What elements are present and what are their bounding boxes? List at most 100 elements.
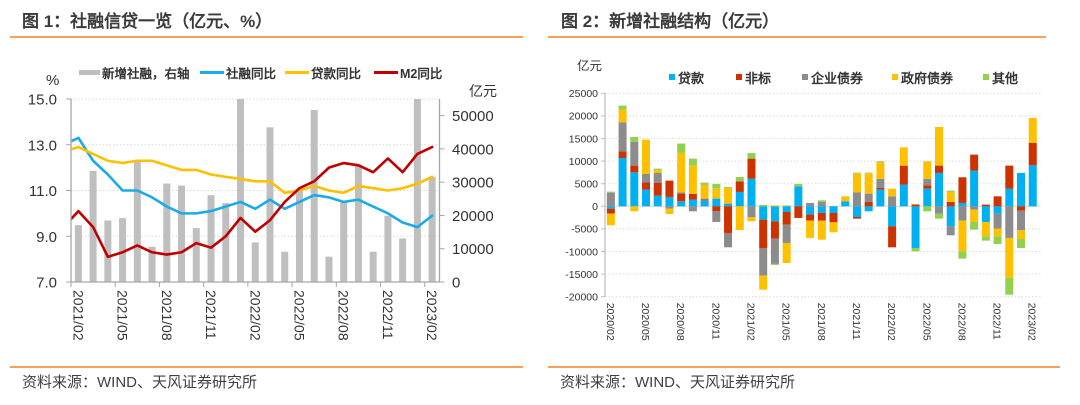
stacked-bar xyxy=(852,172,861,219)
segment-loans xyxy=(700,200,709,207)
stacked-bar xyxy=(759,204,768,290)
segment-government-bonds xyxy=(747,217,756,222)
segment-government-bonds xyxy=(841,196,850,202)
bar-new-social-financing xyxy=(222,203,230,282)
legend-label: 企业债券 xyxy=(811,70,864,86)
segment-loans xyxy=(852,206,861,217)
bar-new-social-financing xyxy=(266,127,274,282)
y-axis-tick-label: 25000 xyxy=(569,88,598,100)
segment-loans xyxy=(817,206,826,213)
legend-label: 非标 xyxy=(745,70,772,86)
segment-other xyxy=(923,206,932,212)
bar-new-social-financing xyxy=(192,228,200,282)
segment-non-standard xyxy=(1028,142,1037,166)
segment-other xyxy=(618,105,627,110)
segment-government-bonds xyxy=(630,206,639,212)
x-axis-tick-label: 2020/02 xyxy=(604,303,616,341)
stacked-bar xyxy=(876,161,885,207)
stacked-bar xyxy=(958,177,967,259)
segment-corporate-bonds xyxy=(677,192,686,194)
left-axis-unit-label: % xyxy=(46,72,60,89)
segment-non-standard xyxy=(724,206,733,233)
segment-other xyxy=(759,204,768,207)
x-axis-tick-label: 2022/08 xyxy=(955,303,967,341)
loan-yoy-line xyxy=(71,145,434,195)
legend-item-government-bonds: 政府债券 xyxy=(892,69,953,86)
stacked-bar xyxy=(993,196,1002,244)
segment-government-bonds xyxy=(700,184,709,199)
legend-item-social-financing-yoy: 社融同比 xyxy=(200,64,276,81)
segment-other xyxy=(653,168,662,171)
segment-other xyxy=(700,182,709,185)
bar-new-social-financing xyxy=(281,251,289,282)
segment-non-standard xyxy=(852,216,861,219)
segment-corporate-bonds xyxy=(630,141,639,166)
legend-item-non-standard: 非标 xyxy=(736,69,772,86)
figure-2-top-rule xyxy=(548,36,1046,38)
legend-square-swatch xyxy=(802,74,808,80)
segment-corporate-bonds xyxy=(747,206,756,218)
segment-other xyxy=(688,158,697,166)
segment-loans xyxy=(677,201,686,207)
segment-loans xyxy=(829,206,838,213)
bar-new-social-financing xyxy=(384,215,392,282)
segment-loans xyxy=(653,195,662,207)
segment-non-standard xyxy=(911,204,920,207)
segment-non-standard xyxy=(688,193,697,200)
bar-new-social-financing xyxy=(428,176,436,282)
stacked-bar xyxy=(618,105,627,207)
y-axis-tick-label: 20000 xyxy=(569,111,598,123)
segment-corporate-bonds xyxy=(653,172,662,183)
right-axis-tick-label: 40000 xyxy=(452,141,494,158)
segment-other xyxy=(724,186,733,188)
segment-loans xyxy=(688,199,697,207)
legend-line-swatch xyxy=(374,70,398,74)
stacked-bar xyxy=(653,168,662,207)
y-axis-tick-label: -20000 xyxy=(565,292,598,304)
segment-corporate-bonds xyxy=(852,192,861,207)
segment-loans xyxy=(724,203,733,207)
stacked-bar xyxy=(934,126,943,219)
segment-loans xyxy=(888,206,897,227)
stacked-bar xyxy=(888,188,897,248)
segment-loans xyxy=(911,206,920,248)
stacked-bar xyxy=(806,202,815,238)
legend-bar-swatch xyxy=(79,69,100,75)
segment-non-standard xyxy=(993,196,1002,207)
segment-government-bonds xyxy=(606,213,615,226)
segment-other xyxy=(876,161,885,163)
segment-corporate-bonds xyxy=(817,201,826,207)
legend-item-loan-yoy: 贷款同比 xyxy=(285,64,361,81)
x-axis-tick-label: 2021/05 xyxy=(115,290,131,341)
right-axis-unit-label: 亿元 xyxy=(469,83,497,99)
legend-item-other: 其他 xyxy=(983,69,1018,86)
segment-other xyxy=(970,221,979,230)
segment-non-standard xyxy=(618,151,627,158)
segment-non-standard xyxy=(712,206,721,212)
segment-corporate-bonds xyxy=(759,247,768,276)
segment-government-bonds xyxy=(981,221,990,237)
y-axis-tick-label: -5000 xyxy=(571,224,598,236)
x-axis-tick-label: 2023/02 xyxy=(1026,303,1038,341)
x-axis-tick-label: 2022/11 xyxy=(380,290,396,340)
bar-new-social-financing xyxy=(325,256,333,282)
stacked-bar xyxy=(782,205,791,263)
segment-corporate-bonds xyxy=(700,198,709,200)
segment-loans xyxy=(899,184,908,207)
right-axis-tick-label: 10000 xyxy=(452,241,494,258)
segment-non-standard xyxy=(606,208,615,214)
bar-new-social-financing xyxy=(354,164,362,282)
segment-government-bonds xyxy=(934,126,943,166)
segment-non-standard xyxy=(642,182,651,190)
x-axis-tick-label: 2021/11 xyxy=(850,303,862,340)
bar-new-social-financing xyxy=(74,225,82,282)
segment-government-bonds xyxy=(970,209,979,222)
segment-loans xyxy=(1005,188,1014,207)
segment-government-bonds xyxy=(806,220,815,238)
segment-loans xyxy=(934,172,943,207)
segment-corporate-bonds xyxy=(642,173,651,183)
axes: -20000 -15000 -10000 -5000 0 5000 10000 15000 20… xyxy=(565,88,1037,341)
left-axis-tick-label: 7.0 xyxy=(36,275,57,292)
segment-other xyxy=(794,183,803,187)
x-axis-tick-label: 2022/02 xyxy=(885,303,897,341)
